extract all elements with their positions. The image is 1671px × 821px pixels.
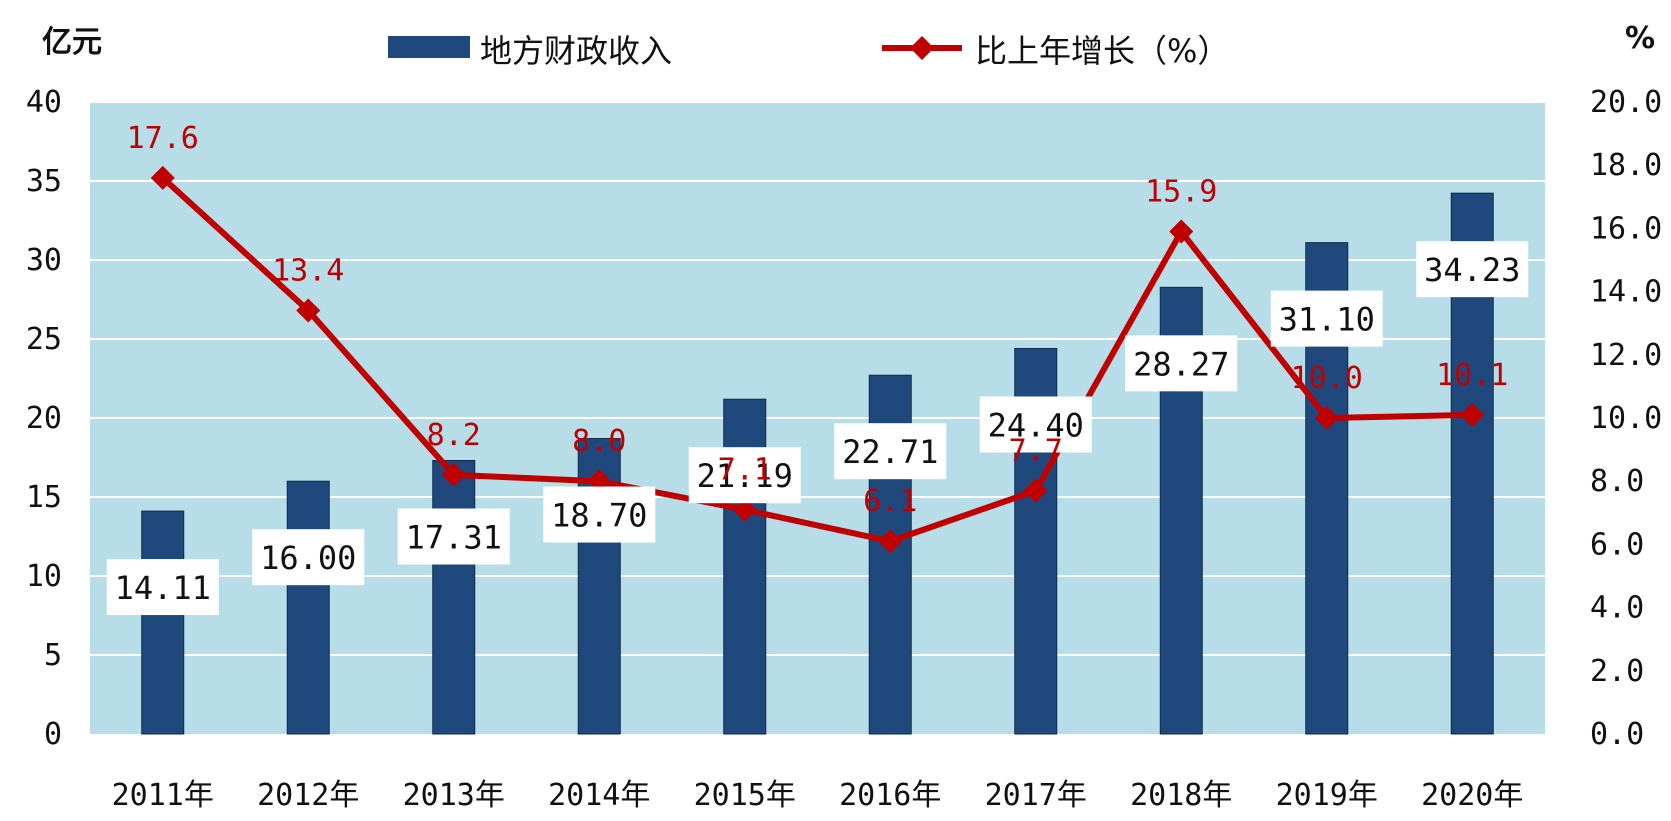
x-tick-label: 2016年 <box>839 778 941 813</box>
growth-point <box>150 165 175 190</box>
right-tick-label: 2.0 <box>1590 654 1644 689</box>
growth-value-label: 10.1 <box>1436 358 1508 393</box>
right-tick-label: 12.0 <box>1590 338 1662 373</box>
growth-value-label: 17.6 <box>127 121 199 156</box>
left-tick-label: 35 <box>26 164 62 199</box>
growth-value-label: 15.9 <box>1145 175 1217 210</box>
bar-value-label: 34.23 <box>1424 251 1520 289</box>
x-tick-label: 2020年 <box>1421 778 1523 813</box>
bar-label-box <box>252 529 365 586</box>
bar-value-label: 17.31 <box>406 519 502 557</box>
bar-label-box <box>688 447 801 504</box>
growth-value-label: 8.2 <box>427 418 481 453</box>
right-tick-label: 0.0 <box>1590 717 1644 752</box>
growth-point <box>732 497 757 522</box>
bar-value-label: 14.11 <box>115 569 211 607</box>
left-tick-label: 10 <box>26 559 62 594</box>
x-tick-label: 2019年 <box>1276 778 1378 813</box>
growth-line <box>150 165 1485 554</box>
bar-label-box <box>834 423 947 480</box>
left-tick-label: 0 <box>44 717 62 752</box>
growth-value-label: 8.0 <box>572 424 626 459</box>
x-tick-label: 2017年 <box>985 778 1087 813</box>
left-unit-label: 亿元 <box>42 25 102 60</box>
bar <box>286 480 330 735</box>
right-tick-label: 6.0 <box>1590 527 1644 562</box>
axes: 0 5 10 15 20 25 30 35 40 0.0 2.0 4.0 6.0 8.0 10.0 12.0 1… <box>26 85 1662 813</box>
bar-label-box <box>1416 241 1529 298</box>
growth-value-label: 10.0 <box>1291 361 1363 396</box>
left-tick-label: 40 <box>26 85 62 120</box>
legend-line-label: 比上年增长（%） <box>975 32 1229 70</box>
bar <box>141 510 185 735</box>
right-unit-label: % <box>1625 21 1655 56</box>
growth-point <box>441 462 466 487</box>
left-tick-label: 20 <box>26 401 62 436</box>
bar-value-label: 22.71 <box>842 433 938 471</box>
left-tick-label: 15 <box>26 480 62 515</box>
x-tick-label: 2018年 <box>1130 778 1232 813</box>
growth-point <box>1169 219 1194 244</box>
right-tick-label: 18.0 <box>1590 148 1662 183</box>
bar-label-box <box>106 559 219 616</box>
right-tick-label: 8.0 <box>1590 464 1644 499</box>
growth-value-label: 7.1 <box>718 453 772 488</box>
growth-point <box>878 529 903 554</box>
legend-line-marker <box>910 36 934 60</box>
x-tick-label: 2015年 <box>694 778 796 813</box>
growth-value-label: 7.7 <box>1009 434 1063 469</box>
legend: 地方财政收入 比上年增长（%） <box>388 32 1229 70</box>
left-tick-label: 5 <box>44 638 62 673</box>
growth-value-label: 13.4 <box>272 254 344 289</box>
bar <box>432 460 476 735</box>
bar-label-box <box>543 486 656 543</box>
right-tick-label: 10.0 <box>1590 401 1662 436</box>
growth-value-label: 6.1 <box>863 484 917 519</box>
bar-value-label: 28.27 <box>1133 345 1229 383</box>
growth-point <box>296 298 321 323</box>
legend-bar-swatch <box>388 36 470 58</box>
legend-bar-label: 地方财政收入 <box>480 32 672 70</box>
x-tick-label: 2012年 <box>257 778 359 813</box>
bar-label-box <box>397 508 510 565</box>
bar-value-label: 31.10 <box>1279 301 1375 339</box>
growth-line-path <box>160 175 1473 545</box>
right-tick-label: 14.0 <box>1590 275 1662 310</box>
x-tick-label: 2011年 <box>112 778 214 813</box>
right-tick-label: 4.0 <box>1590 591 1644 626</box>
x-tick-label: 2014年 <box>548 778 650 813</box>
bar-label-box <box>1125 335 1238 392</box>
growth-point <box>1314 406 1339 430</box>
bar-value-label: 21.19 <box>697 457 793 495</box>
bar-value-label: 24.40 <box>988 406 1084 444</box>
bar-label-box <box>979 396 1092 453</box>
bar-value-label: 18.70 <box>551 497 647 535</box>
x-tick-label: 2013年 <box>403 778 505 813</box>
data-labels: 14.11 16.00 17.31 18.70 21.19 22.71 24.40 28.27… <box>106 121 1529 616</box>
growth-point <box>1460 402 1485 427</box>
left-tick-label: 30 <box>26 243 62 278</box>
right-tick-label: 16.0 <box>1590 211 1662 246</box>
bar-value-label: 16.00 <box>260 539 356 577</box>
bar-label-box <box>1270 290 1383 347</box>
right-tick-label: 20.0 <box>1590 85 1662 120</box>
growth-point <box>1023 478 1048 503</box>
left-tick-label: 25 <box>26 322 62 357</box>
